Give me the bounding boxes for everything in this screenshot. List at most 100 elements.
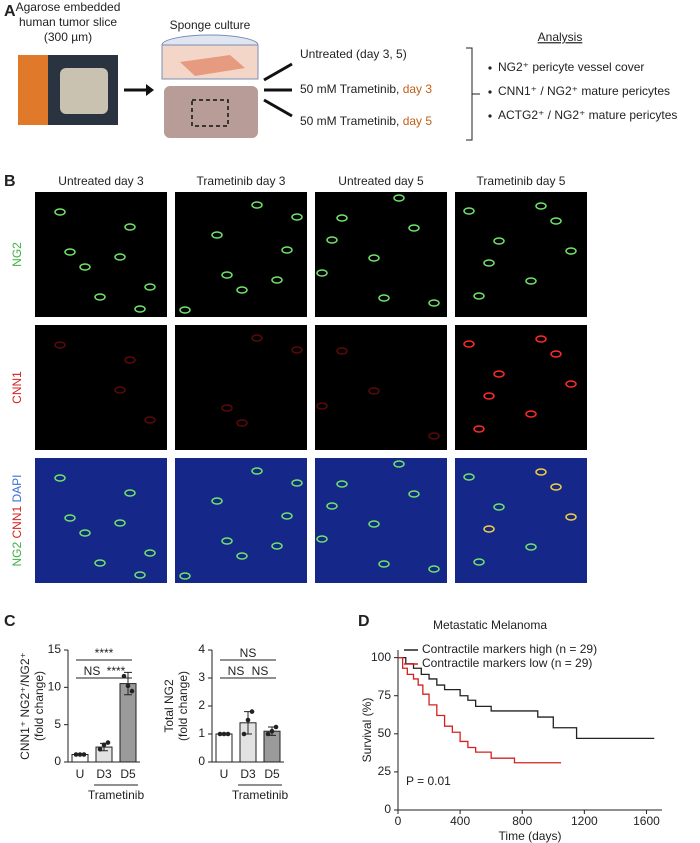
slice xyxy=(60,68,108,114)
comparison-label: **** xyxy=(107,664,126,678)
vessel xyxy=(291,479,303,487)
vessel xyxy=(64,248,76,256)
panel-letter: C xyxy=(4,613,16,630)
data-point xyxy=(129,688,135,694)
survival-curve xyxy=(398,656,562,764)
y-axis-label: CNN1⁺ NG2⁺/NG2⁺ xyxy=(18,652,32,760)
vessel xyxy=(144,283,156,291)
x-tick-label: 1200 xyxy=(571,814,598,828)
condition: 50 mM Trametinib, day 5 xyxy=(300,114,432,128)
data-point xyxy=(73,752,79,757)
data-point xyxy=(217,731,223,737)
vessel xyxy=(316,269,328,277)
comparison-label: NS xyxy=(252,664,269,678)
vessel xyxy=(236,552,248,560)
vessel xyxy=(236,286,248,294)
micrograph xyxy=(315,192,447,317)
legend-label: Contractile markers low (n = 29) xyxy=(422,656,592,670)
vessel xyxy=(291,346,303,354)
vessel xyxy=(550,483,562,491)
vessel xyxy=(393,460,405,468)
row-label-part: DAPI xyxy=(10,474,24,502)
vessel xyxy=(493,370,505,378)
slice-label: Agarose embedded xyxy=(16,0,121,14)
y-tick-label: 15 xyxy=(48,642,62,656)
bracket xyxy=(466,47,473,141)
x-tick-label: U xyxy=(220,767,229,781)
y-axis-label: Total NG2 xyxy=(162,679,176,733)
panel-letter: B xyxy=(4,173,16,190)
vessel xyxy=(473,558,485,566)
row-label-part: CNN1 xyxy=(10,502,24,538)
group-label: Trametinib xyxy=(88,788,145,802)
vessel xyxy=(124,223,136,231)
vessel xyxy=(54,474,66,482)
row-label-part: CNN1 xyxy=(10,371,24,404)
vessel xyxy=(428,565,440,573)
survival-curve xyxy=(398,656,655,740)
vessel xyxy=(124,489,136,497)
vessel xyxy=(368,520,380,528)
data-point xyxy=(225,731,231,737)
y-tick-label: 2 xyxy=(198,698,205,712)
vessel xyxy=(463,473,475,481)
vessel xyxy=(565,380,577,388)
data-point xyxy=(125,683,131,689)
micrograph xyxy=(455,192,587,317)
data-point xyxy=(269,728,275,734)
analysis-item: CNN1⁺ / NG2⁺ mature pericytes xyxy=(498,84,670,98)
data-point xyxy=(77,752,83,757)
micrograph xyxy=(175,325,307,450)
data-point xyxy=(265,731,271,737)
vessel xyxy=(550,217,562,225)
x-tick-label: D5 xyxy=(120,767,136,781)
condition: Untreated (day 3, 5) xyxy=(300,47,407,61)
vessel xyxy=(483,259,495,267)
analysis-title: Analysis xyxy=(538,30,583,44)
y-tick-label: 0 xyxy=(198,754,205,768)
micrograph xyxy=(315,325,447,450)
vessel xyxy=(271,542,283,550)
vessel xyxy=(473,292,485,300)
vessel xyxy=(316,535,328,543)
vessel xyxy=(336,347,348,355)
micrograph xyxy=(315,458,447,583)
vessel xyxy=(179,306,191,314)
comparison-label: NS xyxy=(84,664,101,678)
vessel xyxy=(221,271,233,279)
dish-photo xyxy=(164,86,258,138)
y-tick-label: 1 xyxy=(198,726,205,740)
vessel xyxy=(94,293,106,301)
micrograph xyxy=(455,458,587,583)
y-tick-label: 100 xyxy=(371,650,391,664)
data-point xyxy=(81,752,87,757)
vessel xyxy=(493,237,505,245)
y-axis-label: Survival (%) xyxy=(360,698,374,763)
ruler xyxy=(18,55,48,125)
data-point xyxy=(97,747,103,752)
vessel xyxy=(271,276,283,284)
data-point xyxy=(221,731,227,737)
p-value: P = 0.01 xyxy=(406,774,451,788)
data-point xyxy=(101,742,107,748)
y-axis-label: (fold change) xyxy=(32,671,46,741)
vessel xyxy=(535,202,547,210)
arrows xyxy=(263,62,293,118)
vessel xyxy=(336,214,348,222)
vessel xyxy=(408,490,420,498)
y-tick-label: 4 xyxy=(198,642,205,656)
vessel xyxy=(221,404,233,412)
culture-label: Sponge culture xyxy=(170,18,251,32)
chart-title: Metastatic Melanoma xyxy=(433,618,547,632)
row-label-part: NG2 xyxy=(10,242,24,267)
roi-box xyxy=(191,99,229,127)
vessel xyxy=(550,350,562,358)
condition-part: Untreated (day 3, 5) xyxy=(300,47,407,61)
vessel xyxy=(134,571,146,579)
data-point xyxy=(241,731,247,737)
bar xyxy=(215,733,233,763)
vessel xyxy=(144,416,156,424)
vessel xyxy=(291,213,303,221)
y-tick-label: 50 xyxy=(378,726,392,740)
vessel xyxy=(124,356,136,364)
